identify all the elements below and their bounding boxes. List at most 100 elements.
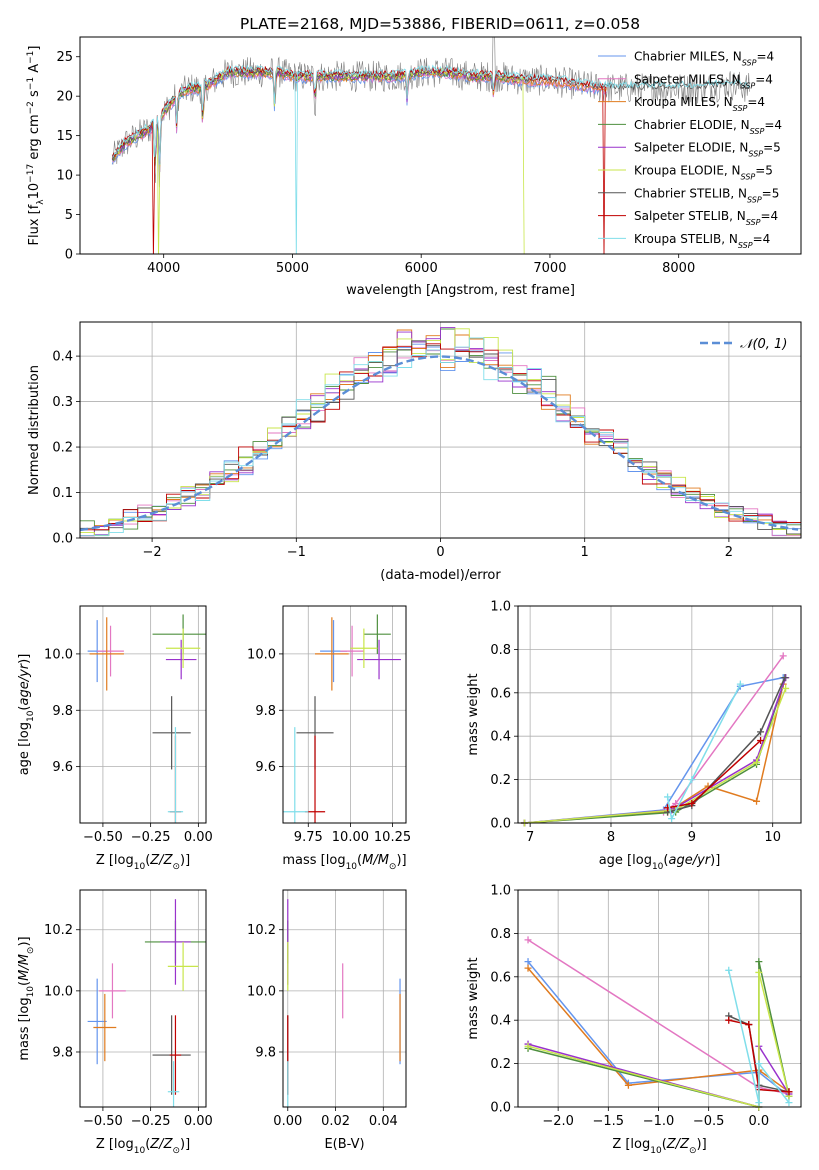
label-part: 10 (650, 1146, 662, 1156)
mass-weight-line (667, 677, 786, 813)
axes-frame (282, 889, 407, 1108)
label-part: Z/Z (149, 853, 173, 868)
label-part: )] (17, 654, 32, 664)
axes-frame (79, 36, 802, 255)
x-tick-label: 0.04 (369, 1114, 398, 1129)
mass-weight-line (524, 677, 787, 823)
label-part: Z/Z (666, 1137, 690, 1152)
y-tick-label: 15 (56, 129, 73, 144)
x-axis-label: E(B-V) (324, 1137, 364, 1152)
y-tick-label: 0.6 (490, 686, 511, 701)
mass-weight-marker (725, 1016, 733, 1024)
axes-frame (79, 321, 802, 539)
y-tick-label: 0.0 (490, 1101, 511, 1116)
legend-label-part: SSP (738, 240, 753, 249)
mass-weight-marker (785, 1099, 793, 1107)
legend-label-part: Chabrier STELIB, N (634, 186, 747, 200)
label-part: 10 (134, 862, 146, 872)
y-tick-label: 25 (56, 50, 73, 65)
model-spectrum-line (111, 64, 750, 254)
y-tick-label: 0.8 (490, 927, 511, 942)
label-part: 10 (27, 183, 42, 200)
mass-weight-marker (688, 776, 696, 784)
label-part: erg cm (27, 114, 42, 163)
legend-label-part: Chabrier ELODIE, N (634, 118, 750, 132)
label-part: )] (180, 853, 190, 868)
legend: 𝒩(0, 1) (700, 337, 787, 352)
mass-weight-marker (524, 1042, 532, 1050)
legend-label-part: SSP (747, 195, 762, 204)
x-tick-label: 0 (436, 545, 444, 560)
y-tick-label: 9.8 (52, 1045, 73, 1060)
x-tick-label: −2 (143, 545, 162, 560)
mass-weight-marker (524, 936, 532, 944)
model-spectrum-line (111, 65, 607, 254)
legend-label-part: SSP (750, 126, 765, 135)
y-tick-label: 9.6 (255, 760, 276, 775)
x-tick-label: −0.25 (131, 830, 171, 845)
spectrum-panel: 4000 5000 6000 7000 8000 0 5 10 15 20 25 wavelength… (26, 36, 802, 298)
label-part: ( (357, 853, 362, 868)
label-part: Z [log (96, 1137, 134, 1152)
y-tick-label: 1.0 (490, 884, 511, 899)
x-tick-label: 9 (688, 830, 696, 845)
label-part: Z/Z (149, 1137, 173, 1152)
x-tick-label: 7000 (533, 261, 566, 276)
mass-weight-marker (668, 815, 676, 823)
y-tick-label: 0.8 (490, 643, 511, 658)
x-tick-label: 0.0 (749, 1114, 770, 1129)
y-axis-label: mass weight (466, 673, 481, 755)
legend-label: Salpeter MILES, NSSP=4 (634, 72, 773, 90)
label-part: )] (697, 1137, 707, 1152)
legend-label-part: SSP (733, 104, 748, 113)
label-part: )] (710, 853, 720, 868)
axes-frame (517, 605, 802, 824)
mass-weight-marker (524, 958, 532, 966)
label-part: age/yr (668, 853, 711, 868)
legend-label-part: SSP (748, 149, 763, 158)
legend-label-part: SSP (741, 81, 756, 90)
label-part: age [log (599, 853, 652, 868)
y-tick-label: 0.3 (52, 395, 73, 410)
age-vs-mass-panel: 9.75 10.00 10.25 9.6 9.8 10.0 mass [log10(M/M⊙… (247, 605, 411, 872)
y-tick-label: 20 (56, 90, 73, 105)
label-part: s (27, 90, 42, 101)
y-axis-label: mass weight (466, 957, 481, 1039)
x-tick-label: −1.5 (593, 1114, 625, 1129)
y-tick-label: 9.8 (255, 1045, 276, 1060)
y-tick-label: 5 (65, 208, 73, 223)
legend-label-part: SSP (746, 218, 761, 227)
y-tick-label: 10.0 (247, 647, 276, 662)
y-axis-label: Normed distribution (27, 365, 42, 495)
x-tick-label: −0.50 (83, 1114, 123, 1129)
y-tick-label: 10.0 (44, 647, 73, 662)
legend-label: Chabrier MILES, NSSP=4 (634, 50, 774, 68)
mass-weight-line (524, 688, 787, 823)
mass-weight-line (527, 972, 790, 1107)
x-tick-label: −2.0 (542, 1114, 574, 1129)
legend-label-part: Salpeter STELIB, N (634, 209, 746, 223)
y-tick-label: 0.1 (52, 486, 73, 501)
x-axis-label: Z [log10(Z/Z⊙)] (96, 853, 190, 872)
legend-label: Chabrier ELODIE, NSSP=4 (634, 118, 782, 136)
y-tick-label: 1.0 (490, 600, 511, 615)
label-part: 10 (652, 862, 664, 872)
x-tick-label: 8 (607, 830, 615, 845)
legend-label-part: Salpeter MILES, N (634, 72, 741, 86)
legend-label-part: =5 (762, 186, 780, 200)
y-tick-label: 0.6 (490, 970, 511, 985)
label-part: Flux [f (27, 204, 42, 245)
mass-weight-marker (755, 958, 763, 966)
mass-weight-marker (757, 737, 765, 745)
model-spectrum-line (111, 70, 607, 173)
legend-label-part: =4 (753, 232, 771, 246)
x-tick-label: 7 (526, 830, 534, 845)
legend-label: Kroupa STELIB, NSSP=4 (634, 232, 770, 250)
x-tick-label: 1 (581, 545, 589, 560)
label-part: mass [log (282, 853, 345, 868)
label-part: ( (663, 853, 668, 868)
label-part: age/yr (17, 662, 32, 705)
x-axis-label: Z [log10(Z/Z⊙)] (612, 1137, 706, 1156)
